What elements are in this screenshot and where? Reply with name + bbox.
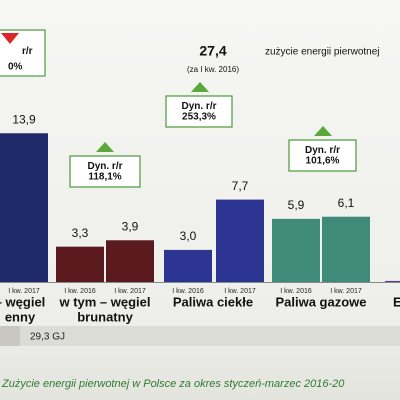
arrow-up: [191, 82, 209, 92]
arrow-up: [314, 126, 332, 136]
footer-band: [0, 326, 400, 346]
bar: [164, 249, 212, 282]
change-text: Dyn. r/r: [181, 101, 216, 112]
category-label: Paliwa gazowe: [275, 294, 366, 309]
category-label: Paliwa ciekłe: [173, 294, 253, 309]
category-label: w tym – węgiel: [58, 294, 150, 309]
value-label: 3,9: [122, 219, 139, 233]
change-text: Dyn. r/r: [87, 161, 122, 172]
value-label: 3,3: [72, 226, 89, 240]
change-text: Dyn. r/r: [305, 145, 340, 156]
value-label: 7,7: [232, 179, 249, 193]
bar: [56, 246, 104, 282]
bar: [0, 133, 48, 282]
period-label: I kw. 2017: [224, 288, 256, 295]
category-label: brunatny: [77, 309, 133, 324]
change-text: 253,3%: [182, 111, 216, 122]
period-label: I kw. 2017: [330, 288, 362, 295]
change-box: [288, 139, 357, 172]
arrow-up: [96, 142, 114, 152]
period-label: I kw. 2016: [172, 288, 204, 295]
value-label: 13,9: [12, 112, 36, 126]
bar: [106, 240, 154, 282]
period-label: I kw. 2016: [280, 288, 312, 295]
change-box: [69, 155, 141, 188]
value-label: 3,0: [180, 229, 197, 243]
bar: [272, 218, 320, 282]
period-label: I kw. 2016: [64, 288, 96, 295]
change-box: [165, 95, 233, 128]
category-label: enny: [5, 309, 36, 324]
footer-swatch: [0, 326, 20, 346]
bar: [385, 280, 400, 282]
change-text: 0%: [8, 61, 23, 72]
footer-value: 29,3 GJ: [30, 332, 65, 343]
total-label: zużycie energii pierwotnej: [265, 47, 380, 58]
value-label: 5,9: [288, 198, 305, 212]
total-note: (za I kw. 2016): [187, 65, 239, 74]
total-value: 27,4: [199, 43, 226, 59]
bar: [322, 216, 370, 282]
arrow-down: [1, 33, 19, 44]
category-label: – węgiel: [0, 294, 45, 309]
value-label: 6,1: [338, 196, 355, 210]
category-label: Er: [393, 294, 400, 309]
change-text: 101,6%: [306, 155, 340, 166]
change-text: r/r: [22, 46, 33, 57]
caption: Zużycie energii pierwotnej w Polsce za o…: [1, 378, 345, 390]
period-label: I kw. 2017: [114, 288, 146, 295]
change-text: 118,1%: [88, 171, 121, 182]
period-label: I kw. 2017: [8, 288, 40, 295]
bar: [216, 199, 264, 282]
